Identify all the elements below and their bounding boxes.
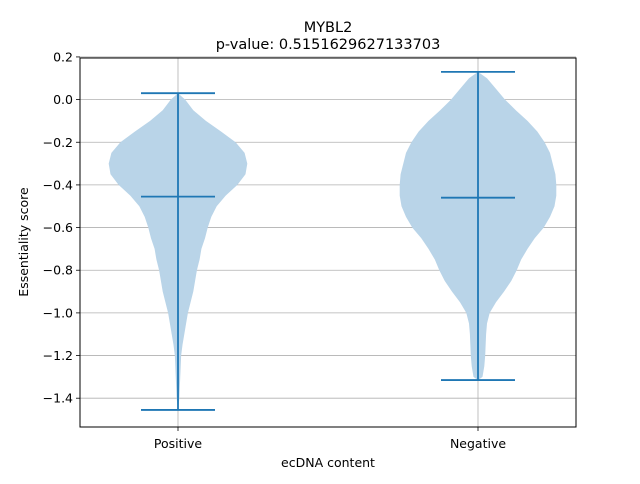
y-tick-label: −1.2 [43,348,73,363]
y-tick-label: −0.8 [43,263,73,278]
y-axis-ticks: 0.2 0.0 −0.2 −0.4 −0.6 −0.8 −1.0 −1.2 −1.4 [43,49,80,406]
chart-subtitle: p-value: 0.5151629627133703 [216,37,441,53]
y-tick-label: −0.4 [43,177,73,192]
x-axis-ticks: Positive Negative [154,427,506,451]
y-tick-label: −1.0 [43,305,73,320]
y-tick-label: 0.0 [53,92,73,107]
x-axis-label: ecDNA content [281,455,375,470]
x-tick-label: Positive [154,436,202,451]
y-tick-label: 0.2 [53,49,73,64]
chart-title: MYBL2 [304,20,353,36]
y-tick-label: −0.6 [43,220,73,235]
x-tick-label: Negative [450,436,506,451]
y-axis-label: Essentiality score [16,187,31,297]
y-tick-label: −0.2 [43,135,73,150]
violin-statistics [141,70,515,411]
y-tick-label: −1.4 [43,391,73,406]
plot-frame [79,57,577,428]
